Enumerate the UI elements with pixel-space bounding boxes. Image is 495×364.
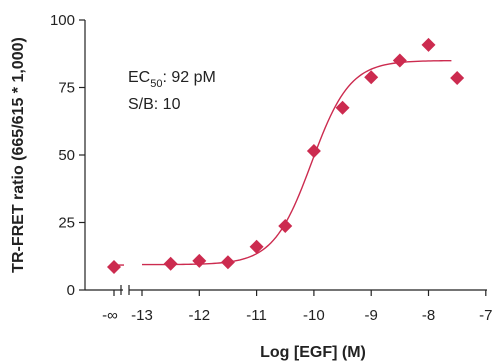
- data-point: [306, 143, 321, 158]
- data-point: [220, 255, 235, 270]
- x-tick-label: -7: [479, 307, 492, 324]
- data-point: [163, 256, 178, 271]
- x-tick-label: -8: [422, 307, 435, 324]
- y-tick-label: 25: [58, 215, 75, 232]
- axes: 0 25 50 75 100 -∞ -13 -12 -11 -10 -9 -8 -7: [50, 12, 493, 324]
- fit-curve-layer: [110, 59, 452, 266]
- x-tick-label: -12: [188, 307, 210, 324]
- data-point: [249, 239, 264, 254]
- data-point: [278, 219, 293, 234]
- y-axis-title: TR-FRET ratio (665/615 * 1,000): [10, 37, 27, 273]
- data-point: [421, 37, 436, 52]
- ec50-annotation: EC50: 92 pM: [128, 69, 216, 90]
- x-tick-label-neg-infinity: -∞: [102, 307, 118, 324]
- y-tick-label: 100: [50, 12, 75, 29]
- data-point: [450, 71, 465, 86]
- x-axis-title: Log [EGF] (M): [260, 344, 366, 361]
- data-point: [192, 253, 207, 268]
- data-point: [392, 53, 407, 68]
- data-points-layer: [107, 37, 465, 275]
- x-tick-label: -11: [246, 307, 267, 324]
- y-tick-label: 50: [58, 147, 75, 164]
- data-point: [364, 70, 379, 85]
- x-tick-label: -9: [365, 307, 378, 324]
- sb-annotation: S/B: 10: [128, 96, 181, 113]
- y-tick-label: 75: [58, 80, 75, 97]
- y-tick-label: 0: [67, 282, 75, 299]
- x-tick-label: -13: [131, 307, 153, 324]
- data-point: [335, 100, 350, 115]
- x-tick-label: -10: [303, 307, 325, 324]
- fit-curve: [142, 59, 452, 266]
- data-point-zero: [107, 260, 121, 275]
